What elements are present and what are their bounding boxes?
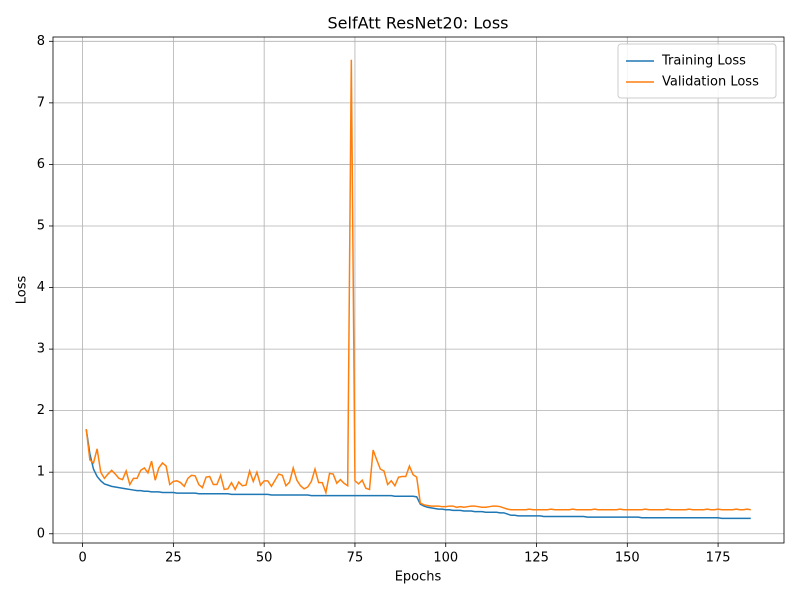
x-tick-label: 150 [615,551,640,566]
y-tick-label: 0 [37,526,45,541]
y-axis-label: Loss [15,276,30,305]
x-tick-label: 100 [433,551,458,566]
plot-frame [52,36,785,544]
x-tick-label: 25 [165,551,182,566]
chart-title: SelfAtt ResNet20: Loss [328,14,509,33]
y-tick-label: 5 [37,218,45,233]
y-tick-label: 6 [37,157,45,172]
line [85,429,751,520]
x-tick-label: 125 [524,551,549,566]
x-axis-label: Epochs [395,570,442,585]
legend-label: Training Loss [661,54,746,69]
y-tick-label: 4 [37,280,45,295]
y-tick-label: 2 [37,403,45,418]
legend-label: Validation Loss [662,75,759,90]
y-tick-label: 1 [37,465,45,480]
x-tick-label: 175 [706,551,731,566]
y-tick-label: 8 [37,34,45,49]
y-tick-label: 3 [37,342,45,357]
y-tick-label: 7 [37,95,45,110]
legend-box [617,43,777,99]
x-tick-label: 0 [78,551,86,566]
x-tick-label: 50 [256,551,273,566]
x-tick-label: 75 [347,551,364,566]
line [85,59,751,511]
